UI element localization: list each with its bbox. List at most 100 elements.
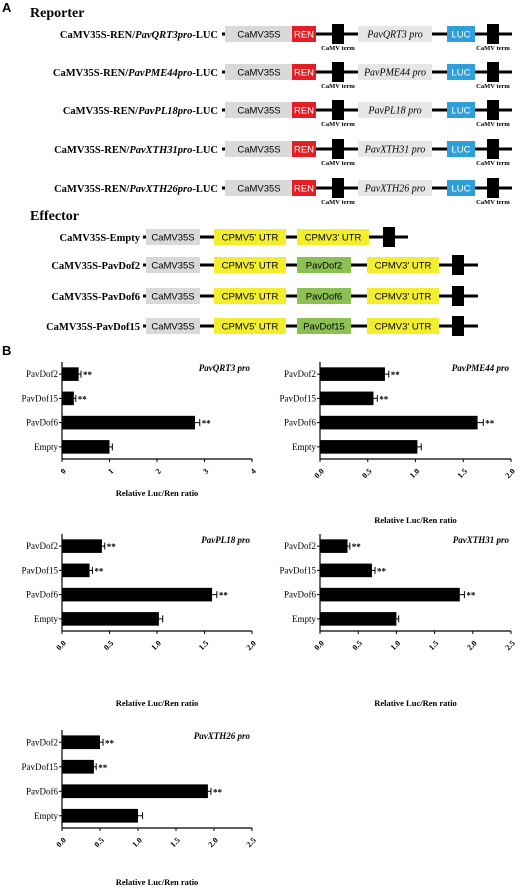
x-tick-label: 3 bbox=[201, 467, 210, 476]
ren-block bbox=[292, 64, 316, 80]
significance-marker: ** bbox=[94, 566, 104, 576]
terminator-icon bbox=[487, 139, 499, 159]
ren-label: REN bbox=[294, 68, 314, 79]
effector-construct: CaMV35S-PavDof6 CaMV35S CPMV5' UTR PavDof6 C… bbox=[51, 286, 478, 306]
utr5-label: CPMV5' UTR bbox=[222, 322, 279, 333]
bar bbox=[62, 735, 100, 750]
reporter-construct: CaMV35S-REN/PavXTH26pro-LUC CaMV35S REN CaM… bbox=[54, 178, 512, 206]
bar bbox=[320, 367, 385, 381]
gene-block bbox=[297, 257, 351, 273]
x-tick-label: 2 bbox=[154, 467, 163, 476]
category-label: PavDof15 bbox=[22, 762, 59, 772]
category-label: Empty bbox=[34, 811, 58, 821]
ren-block bbox=[292, 102, 316, 118]
terminator-label: CaMV term bbox=[476, 121, 510, 128]
x-tick-label: 4 bbox=[249, 467, 258, 476]
effector-construct: CaMV35S-Empty CaMV35S CPMV5' UTR CPMV3' UTR bbox=[60, 227, 408, 247]
construct-name-suffix: -LUC bbox=[192, 184, 218, 195]
camv35s-block bbox=[146, 257, 200, 273]
utr3-block bbox=[367, 257, 439, 273]
promoter-label: PavQRT3 pro bbox=[366, 30, 422, 41]
terminator-label: CaMV term bbox=[476, 45, 510, 52]
chart-title: PavXTH26 pro bbox=[194, 731, 251, 741]
x-tick-label: 0.0 bbox=[312, 467, 325, 480]
effector-construct-name: CaMV35S-PavDof6 bbox=[51, 292, 140, 303]
bar-chart: PavDof2 ** PavDof15 ** PavDof6 ** Empty 0.0 0.5 1… bbox=[280, 534, 517, 708]
x-tick-label: 1.0 bbox=[149, 639, 162, 652]
bar bbox=[62, 784, 208, 799]
significance-marker: ** bbox=[219, 591, 229, 601]
construct-name-suffix: -LUC bbox=[192, 68, 218, 79]
category-label: PavDof6 bbox=[284, 590, 316, 600]
reporter-construct-name: CaMV35S-REN/PavPME44pro-LUC bbox=[53, 68, 218, 79]
terminator-icon bbox=[487, 24, 499, 44]
category-label: Empty bbox=[292, 614, 316, 624]
effector-construct: CaMV35S-PavDof15 CaMV35S CPMV5' UTR PavDof1… bbox=[46, 316, 478, 336]
category-label: PavDof2 bbox=[26, 541, 58, 551]
x-tick-label: 0 bbox=[59, 467, 68, 476]
effector-construct-name: CaMV35S-Empty bbox=[60, 233, 141, 244]
ren-block bbox=[292, 141, 316, 157]
terminator-icon bbox=[487, 100, 499, 120]
reporter-construct-name: CaMV35S-REN/PavPL18pro-LUC bbox=[63, 106, 218, 117]
camv35s-label: CaMV35S bbox=[237, 184, 280, 195]
significance-marker: ** bbox=[202, 419, 212, 429]
x-tick-label: 2.0 bbox=[503, 467, 516, 480]
reporter-constructs: CaMV35S-REN/PavQRT3pro-LUC CaMV35S RENCaMV… bbox=[53, 24, 512, 206]
terminator-label: CaMV term bbox=[321, 83, 355, 90]
reporter-construct: CaMV35S-REN/PavPL18pro-LUC CaMV35S REN CaMV… bbox=[63, 100, 512, 128]
x-tick-label: 0.5 bbox=[351, 639, 364, 652]
camv35s-label: CaMV35S bbox=[237, 68, 280, 79]
bar-chart: PavDof2 ** PavDof15 ** PavDof6 ** Empty 0.0 0.5 1… bbox=[22, 534, 258, 708]
x-axis-label: Relative Luc/Ren ratio bbox=[116, 698, 199, 708]
construct-name-promoter: PavPME44pro bbox=[128, 68, 192, 79]
terminator-icon bbox=[332, 178, 344, 198]
reporter-construct-name: CaMV35S-REN/PavXTH26pro-LUC bbox=[54, 184, 218, 195]
bar bbox=[320, 391, 374, 406]
terminator-label: CaMV term bbox=[321, 199, 355, 206]
camv35s-block bbox=[146, 229, 200, 245]
ren-block bbox=[292, 180, 316, 196]
promoter-block bbox=[358, 64, 432, 80]
camv35s-label: CaMV35S bbox=[151, 322, 194, 333]
utr5-block bbox=[214, 257, 286, 273]
utr3-label: CPMV3' UTR bbox=[375, 261, 432, 272]
panel-label-b: B bbox=[2, 343, 11, 358]
camv35s-label: CaMV35S bbox=[237, 106, 280, 117]
terminator-label: CaMV term bbox=[476, 160, 510, 167]
construct-name-promoter: PavXTH31pro bbox=[129, 145, 192, 156]
luc-block bbox=[447, 141, 475, 157]
significance-marker: ** bbox=[466, 591, 476, 601]
effector-construct-name: CaMV35S-PavDof15 bbox=[46, 322, 140, 333]
x-tick-label: 2.5 bbox=[503, 639, 516, 652]
utr5-label: CPMV5' UTR bbox=[222, 233, 279, 244]
utr3-label: CPMV3' UTR bbox=[375, 322, 432, 333]
promoter-block bbox=[358, 102, 432, 118]
construct-name-promoter: PavQRT3pro bbox=[135, 30, 192, 41]
significance-marker: ** bbox=[98, 763, 108, 773]
terminator-icon bbox=[487, 62, 499, 82]
promoter-block bbox=[358, 141, 432, 157]
x-tick-label: 1.5 bbox=[456, 467, 469, 480]
chart-title: PavQRT3 pro bbox=[199, 363, 251, 373]
utr3-block bbox=[297, 229, 369, 245]
promoter-block bbox=[358, 26, 432, 42]
gene-block bbox=[297, 288, 351, 304]
bar bbox=[320, 440, 418, 454]
gene-label: PavDof2 bbox=[306, 261, 342, 272]
x-tick-label: 1.0 bbox=[389, 639, 402, 652]
camv35s-block bbox=[225, 102, 293, 118]
bar bbox=[320, 612, 397, 626]
gene-label: PavDof6 bbox=[306, 292, 342, 303]
reporter-construct: CaMV35S-REN/PavXTH31pro-LUC CaMV35S REN CaM… bbox=[54, 139, 512, 167]
category-label: PavDof6 bbox=[26, 590, 58, 600]
category-label: PavDof15 bbox=[280, 393, 317, 403]
category-label: PavDof2 bbox=[284, 541, 316, 551]
camv35s-block bbox=[225, 26, 293, 42]
x-tick-label: 0.5 bbox=[360, 467, 373, 480]
bar-chart: PavDof2 ** PavDof15 ** PavDof6 ** Empty 0.0 0.5 1… bbox=[22, 730, 258, 887]
ren-block bbox=[292, 26, 316, 42]
utr3-block bbox=[367, 288, 439, 304]
reporter-heading: Reporter bbox=[30, 6, 84, 21]
